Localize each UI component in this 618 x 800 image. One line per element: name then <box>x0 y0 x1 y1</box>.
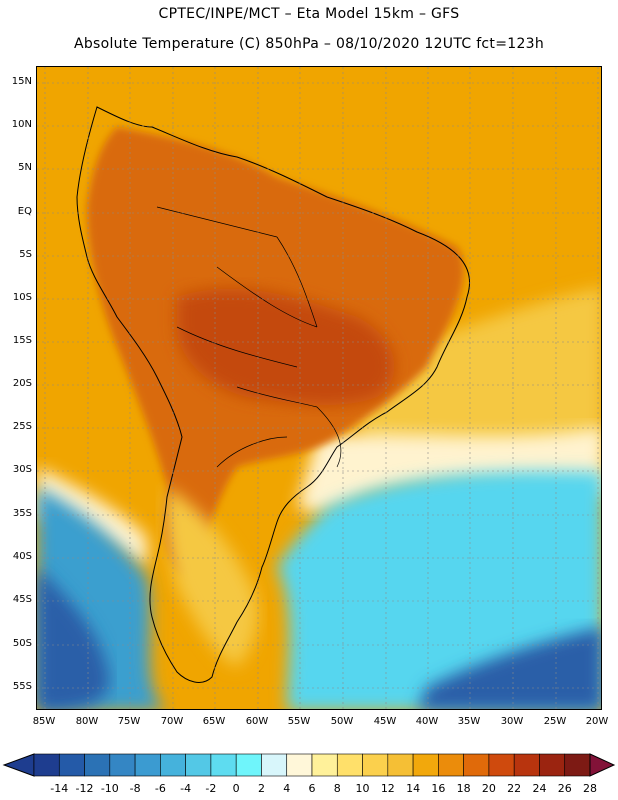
latitude-label: 5N <box>18 162 32 173</box>
longitude-label: 40W <box>415 716 439 727</box>
longitude-label: 70W <box>160 716 184 727</box>
atlantic-cold-field <box>277 470 601 709</box>
latitude-label: 15S <box>12 335 32 346</box>
longitude-label: 25W <box>543 716 567 727</box>
colorbar-segment <box>58 753 85 777</box>
colorbar-tick-label: 12 <box>380 782 395 795</box>
colorbar-tick-label: -10 <box>100 782 119 795</box>
longitude-label: 45W <box>373 716 397 727</box>
colorbar-segment <box>286 753 313 777</box>
temperature-colorbar <box>2 753 616 777</box>
colorbar-tick-label: -8 <box>129 782 141 795</box>
latitude-label: 20S <box>12 378 32 389</box>
map-title-line-2: Absolute Temperature (C) 850hPa – 08/10/… <box>73 36 545 52</box>
temperature-field <box>37 67 601 709</box>
colorbar-min-arrow <box>2 753 35 777</box>
longitude-label: 60W <box>245 716 269 727</box>
longitude-label: 50W <box>330 716 354 727</box>
latitude-label: 10N <box>11 119 32 130</box>
colorbar-tick-label: -4 <box>180 782 192 795</box>
longitude-label: 80W <box>75 716 99 727</box>
colorbar-segment <box>235 753 262 777</box>
colorbar-segment <box>412 753 439 777</box>
map-grid-lines <box>37 67 601 709</box>
latitude-label: 55S <box>12 681 32 692</box>
deep-cold-core-west <box>37 567 110 709</box>
colorbar-tick-label: 20 <box>481 782 496 795</box>
colorbar-segment <box>539 753 566 777</box>
latitude-label: 5S <box>19 249 32 260</box>
colorbar-segment <box>488 753 515 777</box>
colorbar-segment <box>564 753 591 777</box>
map-title-line-1: CPTEC/INPE/MCT – Eta Model 15km – GFS <box>158 6 460 22</box>
colorbar-tick-label: 22 <box>507 782 522 795</box>
colorbar-segment <box>210 753 237 777</box>
latitude-label: 30S <box>12 464 32 475</box>
colorbar-tick-label: 8 <box>333 782 341 795</box>
colorbar-tick-label: -6 <box>154 782 166 795</box>
hottest-core-field <box>177 288 395 405</box>
colorbar-tick-label: 16 <box>431 782 446 795</box>
latitude-label: 40S <box>12 551 32 562</box>
colorbar-segment <box>160 753 186 777</box>
colorbar-segment <box>336 753 363 777</box>
colorbar-segment <box>311 753 338 777</box>
colorbar-tick-label: -2 <box>205 782 217 795</box>
colorbar-tick-label: 10 <box>355 782 370 795</box>
longitude-label: 20W <box>585 716 609 727</box>
colorbar-segment <box>84 753 111 777</box>
longitude-label: 35W <box>457 716 481 727</box>
colorbar-tick-label: 2 <box>257 782 265 795</box>
latitude-label: 10S <box>12 292 32 303</box>
deep-cold-core-east <box>417 627 601 709</box>
colorbar-segment <box>463 753 490 777</box>
pacific-pale-band <box>37 467 147 567</box>
colorbar-segment <box>109 753 136 777</box>
colorbar-segment <box>387 753 414 777</box>
patagonia-warm-field <box>165 487 258 667</box>
longitude-label: 85W <box>32 716 56 727</box>
longitude-label: 55W <box>287 716 311 727</box>
colorbar-max-arrow <box>589 753 616 777</box>
latitude-label: 50S <box>12 638 32 649</box>
colorbar-segment <box>261 753 288 777</box>
latitude-label: EQ <box>17 206 32 217</box>
colorbar-segment <box>134 753 161 777</box>
colorbar-segment <box>362 753 389 777</box>
colorbar-segment <box>438 753 464 777</box>
temperature-map <box>36 66 602 710</box>
colorbar-tick-label: -12 <box>75 782 94 795</box>
colorbar-segment <box>513 753 540 777</box>
colorbar-tick-label: 28 <box>583 782 597 795</box>
longitude-label: 65W <box>202 716 226 727</box>
colorbar-tick-label: 26 <box>557 782 572 795</box>
colorbar-tick-label: 24 <box>532 782 547 795</box>
colorbar-tick-label: 4 <box>283 782 291 795</box>
colorbar-segment <box>185 753 212 777</box>
colorbar-segment <box>33 753 60 777</box>
colorbar-tick-label: 14 <box>406 782 421 795</box>
latitude-label: 45S <box>12 594 32 605</box>
longitude-label: 30W <box>500 716 524 727</box>
colorbar-tick-label: -14 <box>50 782 69 795</box>
latitude-label: 15N <box>11 76 32 87</box>
colorbar-tick-label: 18 <box>456 782 471 795</box>
latitude-label: 25S <box>12 421 32 432</box>
longitude-label: 75W <box>117 716 141 727</box>
colorbar-tick-label: 6 <box>308 782 316 795</box>
latitude-label: 35S <box>12 508 32 519</box>
south-america-coastline <box>76 106 471 683</box>
country-borders <box>156 206 342 468</box>
colorbar-tick-label: 0 <box>232 782 240 795</box>
